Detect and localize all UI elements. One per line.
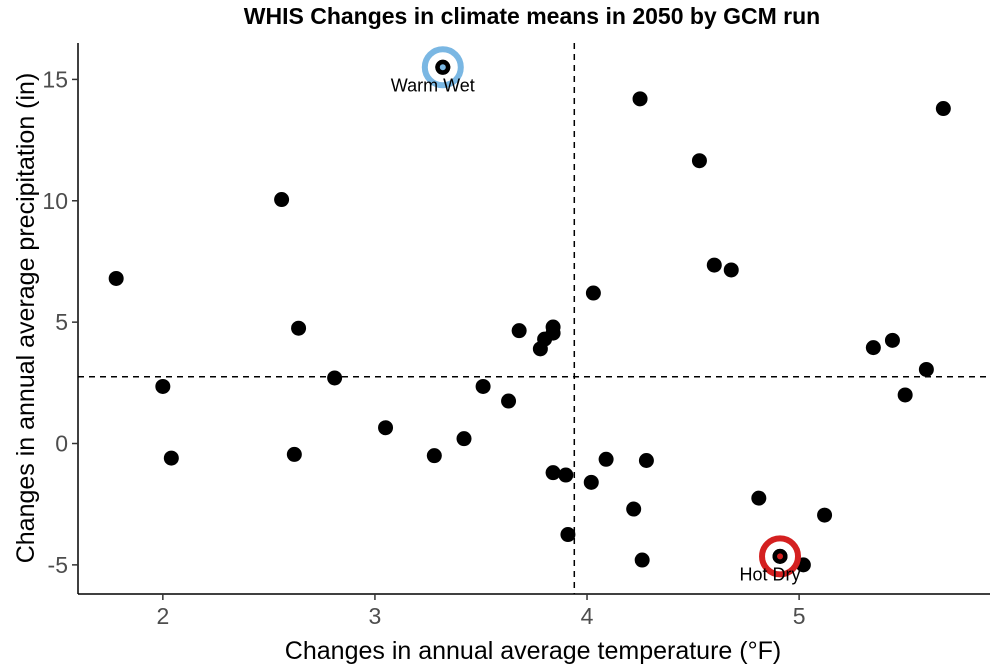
data-point: [751, 490, 767, 506]
data-point: [865, 340, 881, 356]
data-point: [155, 378, 171, 394]
y-axis-title: Changes in annual average precipitation …: [12, 73, 40, 564]
x-tick-label: 2: [156, 603, 169, 629]
data-point: [501, 393, 517, 409]
highlighted-points: Warm Wet Hot Dry: [391, 46, 802, 584]
chart-title: WHIS Changes in climate means in 2050 by…: [244, 3, 820, 29]
data-point: [426, 448, 442, 464]
data-point: [598, 451, 614, 467]
y-tick-label: 10: [42, 188, 68, 214]
data-point: [634, 552, 650, 568]
data-point: [585, 285, 601, 301]
data-point: [511, 323, 527, 339]
data-point: [274, 192, 290, 208]
data-point: [108, 270, 124, 286]
y-tick-label: 0: [55, 431, 68, 457]
data-point: [638, 452, 654, 468]
data-point: [817, 507, 833, 523]
data-point: [918, 361, 934, 377]
data-point: [706, 257, 722, 273]
data-point: [632, 91, 648, 107]
data-point: [545, 465, 561, 481]
data-point: [560, 527, 576, 543]
y-tick-label: 5: [55, 309, 68, 335]
data-point: [545, 325, 561, 341]
x-tick-label: 4: [581, 603, 594, 629]
data-point: [884, 332, 900, 348]
data-point: [291, 320, 307, 336]
data-point: [286, 446, 302, 462]
highlight-label: Hot Dry: [740, 564, 801, 584]
highlight-point-center: [777, 553, 784, 560]
data-points: [108, 59, 951, 573]
x-axis-title: Changes in annual average temperature (°…: [285, 637, 781, 665]
reference-lines: [78, 43, 990, 594]
data-point: [475, 378, 491, 394]
data-point: [691, 153, 707, 169]
highlight-ring: [421, 46, 464, 89]
x-tick-label: 3: [369, 603, 382, 629]
data-point: [456, 431, 472, 447]
data-point: [897, 387, 913, 403]
y-axis-ticks: -5 0 5 10 15: [42, 66, 78, 578]
data-point: [327, 370, 343, 386]
data-point: [583, 474, 599, 490]
y-tick-label: -5: [48, 552, 68, 578]
data-point: [935, 101, 951, 117]
x-axis-ticks: 2 3 4 5: [156, 594, 806, 629]
y-tick-label: 15: [42, 66, 68, 92]
x-tick-label: 5: [793, 603, 806, 629]
data-point: [163, 450, 179, 466]
data-point: [558, 467, 574, 483]
data-point: [723, 262, 739, 278]
highlight-label: Warm Wet: [391, 75, 475, 95]
highlight-point-center: [439, 64, 446, 71]
highlight-ring: [759, 535, 802, 578]
data-point: [626, 501, 642, 517]
data-point: [378, 420, 394, 436]
